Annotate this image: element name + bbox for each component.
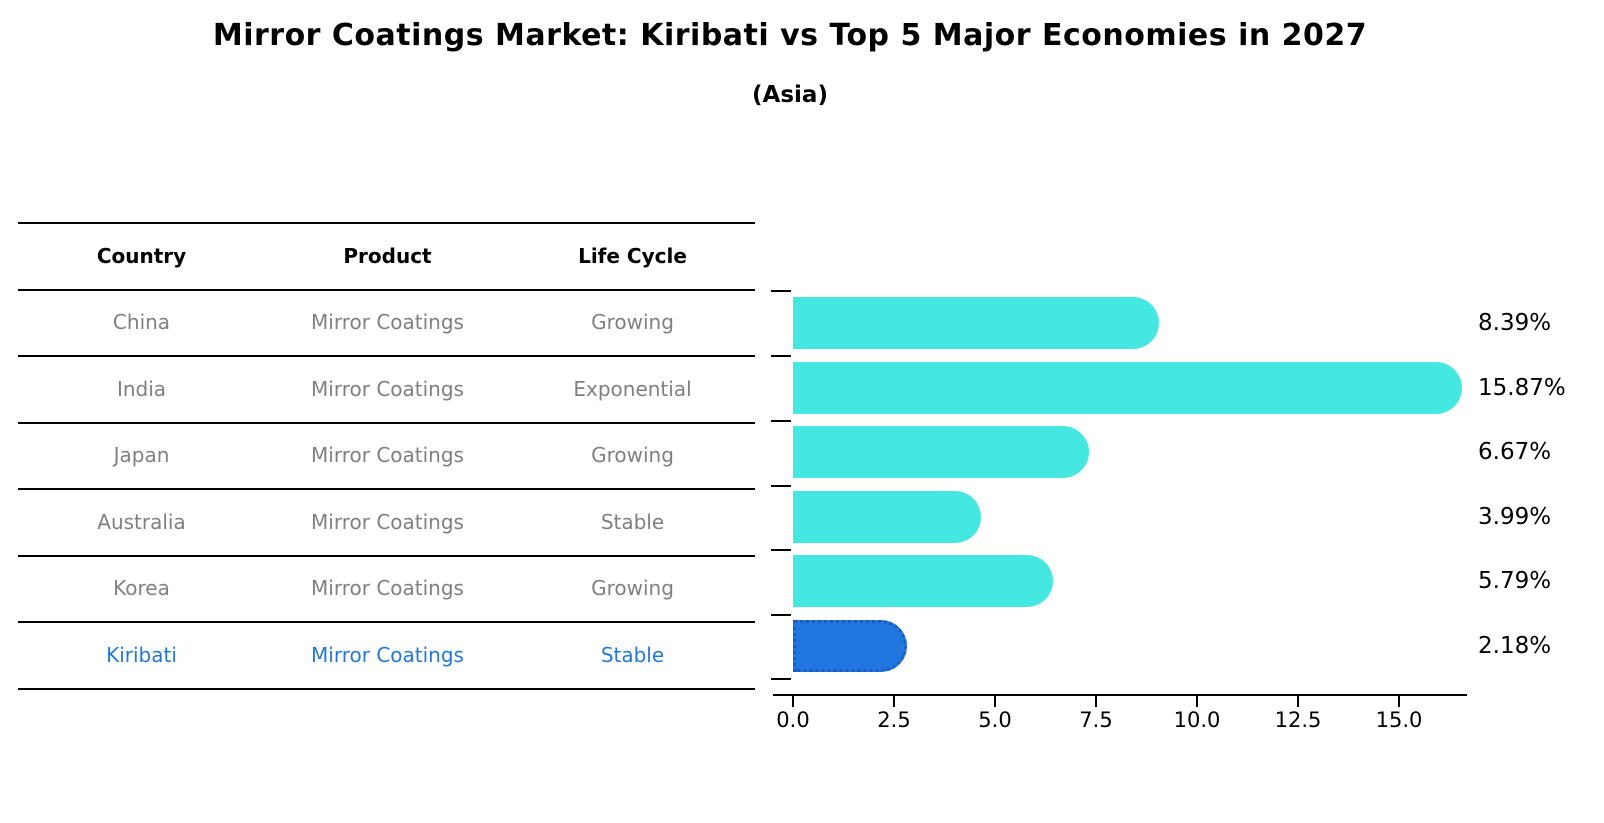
- table-rule: [18, 488, 755, 490]
- table-rule: [18, 355, 755, 357]
- cell-product: Mirror Coatings: [311, 642, 464, 667]
- y-axis-tick: [771, 614, 791, 616]
- bar-china: [793, 297, 1159, 349]
- value-label-japan: 6.67%: [1478, 439, 1552, 465]
- cell-life-cycle: Stable: [600, 642, 665, 667]
- x-tick-label: 10.0: [1173, 708, 1221, 732]
- cell-life-cycle: Exponential: [573, 376, 692, 401]
- table-rule: [18, 621, 755, 623]
- x-axis-tick: [1095, 696, 1097, 707]
- cell-life-cycle: Growing: [591, 443, 674, 467]
- cell-country: Japan: [113, 443, 170, 467]
- table-row: India Mirror Coatings Exponential: [18, 355, 755, 422]
- y-axis-tick: [771, 420, 791, 422]
- cell-country: Australia: [97, 509, 186, 534]
- value-label-australia: 3.99%: [1478, 504, 1552, 530]
- x-tick-label: 12.5: [1274, 708, 1322, 732]
- table-rule: [18, 222, 755, 224]
- y-axis-tick: [771, 485, 791, 487]
- table-rule: [18, 289, 755, 291]
- cell-product: Mirror Coatings: [311, 310, 464, 334]
- value-label-china: 8.39%: [1478, 310, 1552, 336]
- table-rule: [18, 555, 755, 557]
- bar-kiribati: [793, 620, 908, 672]
- table-row-kiribati: Kiribati Mirror Coatings Stable: [18, 621, 755, 688]
- y-axis-tick: [771, 290, 791, 292]
- y-axis-tick: [771, 355, 791, 357]
- value-label-korea: 5.79%: [1478, 568, 1552, 594]
- x-axis-tick: [1196, 696, 1198, 707]
- x-axis-line: [773, 694, 1467, 696]
- chart-subtitle: (Asia): [752, 82, 828, 108]
- cell-product: Mirror Coatings: [311, 376, 464, 401]
- table-header-row: Country Product Life Cycle: [18, 222, 755, 289]
- value-label-kiribati: 2.18%: [1478, 633, 1552, 659]
- cell-life-cycle: Growing: [591, 576, 674, 600]
- x-axis-tick: [1297, 696, 1299, 707]
- cell-country: Kiribati: [106, 642, 177, 667]
- column-header-country: Country: [96, 243, 187, 268]
- x-axis-tick: [893, 696, 895, 707]
- x-tick-label: 0.0: [776, 708, 810, 732]
- y-axis-tick: [771, 549, 791, 551]
- x-axis-tick: [792, 696, 794, 707]
- cell-product: Mirror Coatings: [311, 509, 464, 534]
- cell-country: India: [116, 376, 167, 401]
- x-tick-label: 5.0: [978, 708, 1012, 732]
- table-rule: [18, 688, 755, 690]
- x-tick-label: 2.5: [877, 708, 911, 732]
- y-axis-tick: [771, 678, 791, 680]
- bar-india: [793, 362, 1462, 414]
- table-row: Australia Mirror Coatings Stable: [18, 488, 755, 555]
- value-label-india: 15.87%: [1478, 375, 1566, 401]
- cell-life-cycle: Stable: [600, 509, 665, 534]
- x-axis-tick: [1398, 696, 1400, 707]
- x-axis-tick: [994, 696, 996, 707]
- table-row: Korea Mirror Coatings Growing: [18, 555, 755, 621]
- cell-product: Mirror Coatings: [311, 443, 464, 467]
- table-row: Japan Mirror Coatings Growing: [18, 422, 755, 488]
- bar-australia: [793, 491, 981, 543]
- table-row: China Mirror Coatings Growing: [18, 289, 755, 355]
- column-header-life-cycle: Life Cycle: [578, 243, 687, 268]
- x-tick-label: 15.0: [1375, 708, 1423, 732]
- cell-product: Mirror Coatings: [311, 576, 464, 600]
- column-header-product: Product: [343, 243, 432, 268]
- table-rule: [18, 422, 755, 424]
- cell-country: Korea: [113, 576, 170, 600]
- cell-country: China: [112, 310, 171, 334]
- bar-japan: [793, 426, 1090, 478]
- x-tick-label: 7.5: [1079, 708, 1113, 732]
- cell-life-cycle: Growing: [591, 310, 674, 334]
- bar-korea: [793, 555, 1054, 607]
- chart-title: Mirror Coatings Market: Kiribati vs Top …: [212, 18, 1368, 53]
